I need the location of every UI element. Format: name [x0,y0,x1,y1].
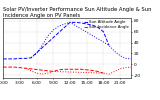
Legend: Sun Altitude Angle, Sun Incidence Angle: Sun Altitude Angle, Sun Incidence Angle [84,20,129,29]
Text: Solar PV/Inverter Performance Sun Altitude Angle & Sun Incidence Angle on PV Pan: Solar PV/Inverter Performance Sun Altitu… [3,7,152,18]
